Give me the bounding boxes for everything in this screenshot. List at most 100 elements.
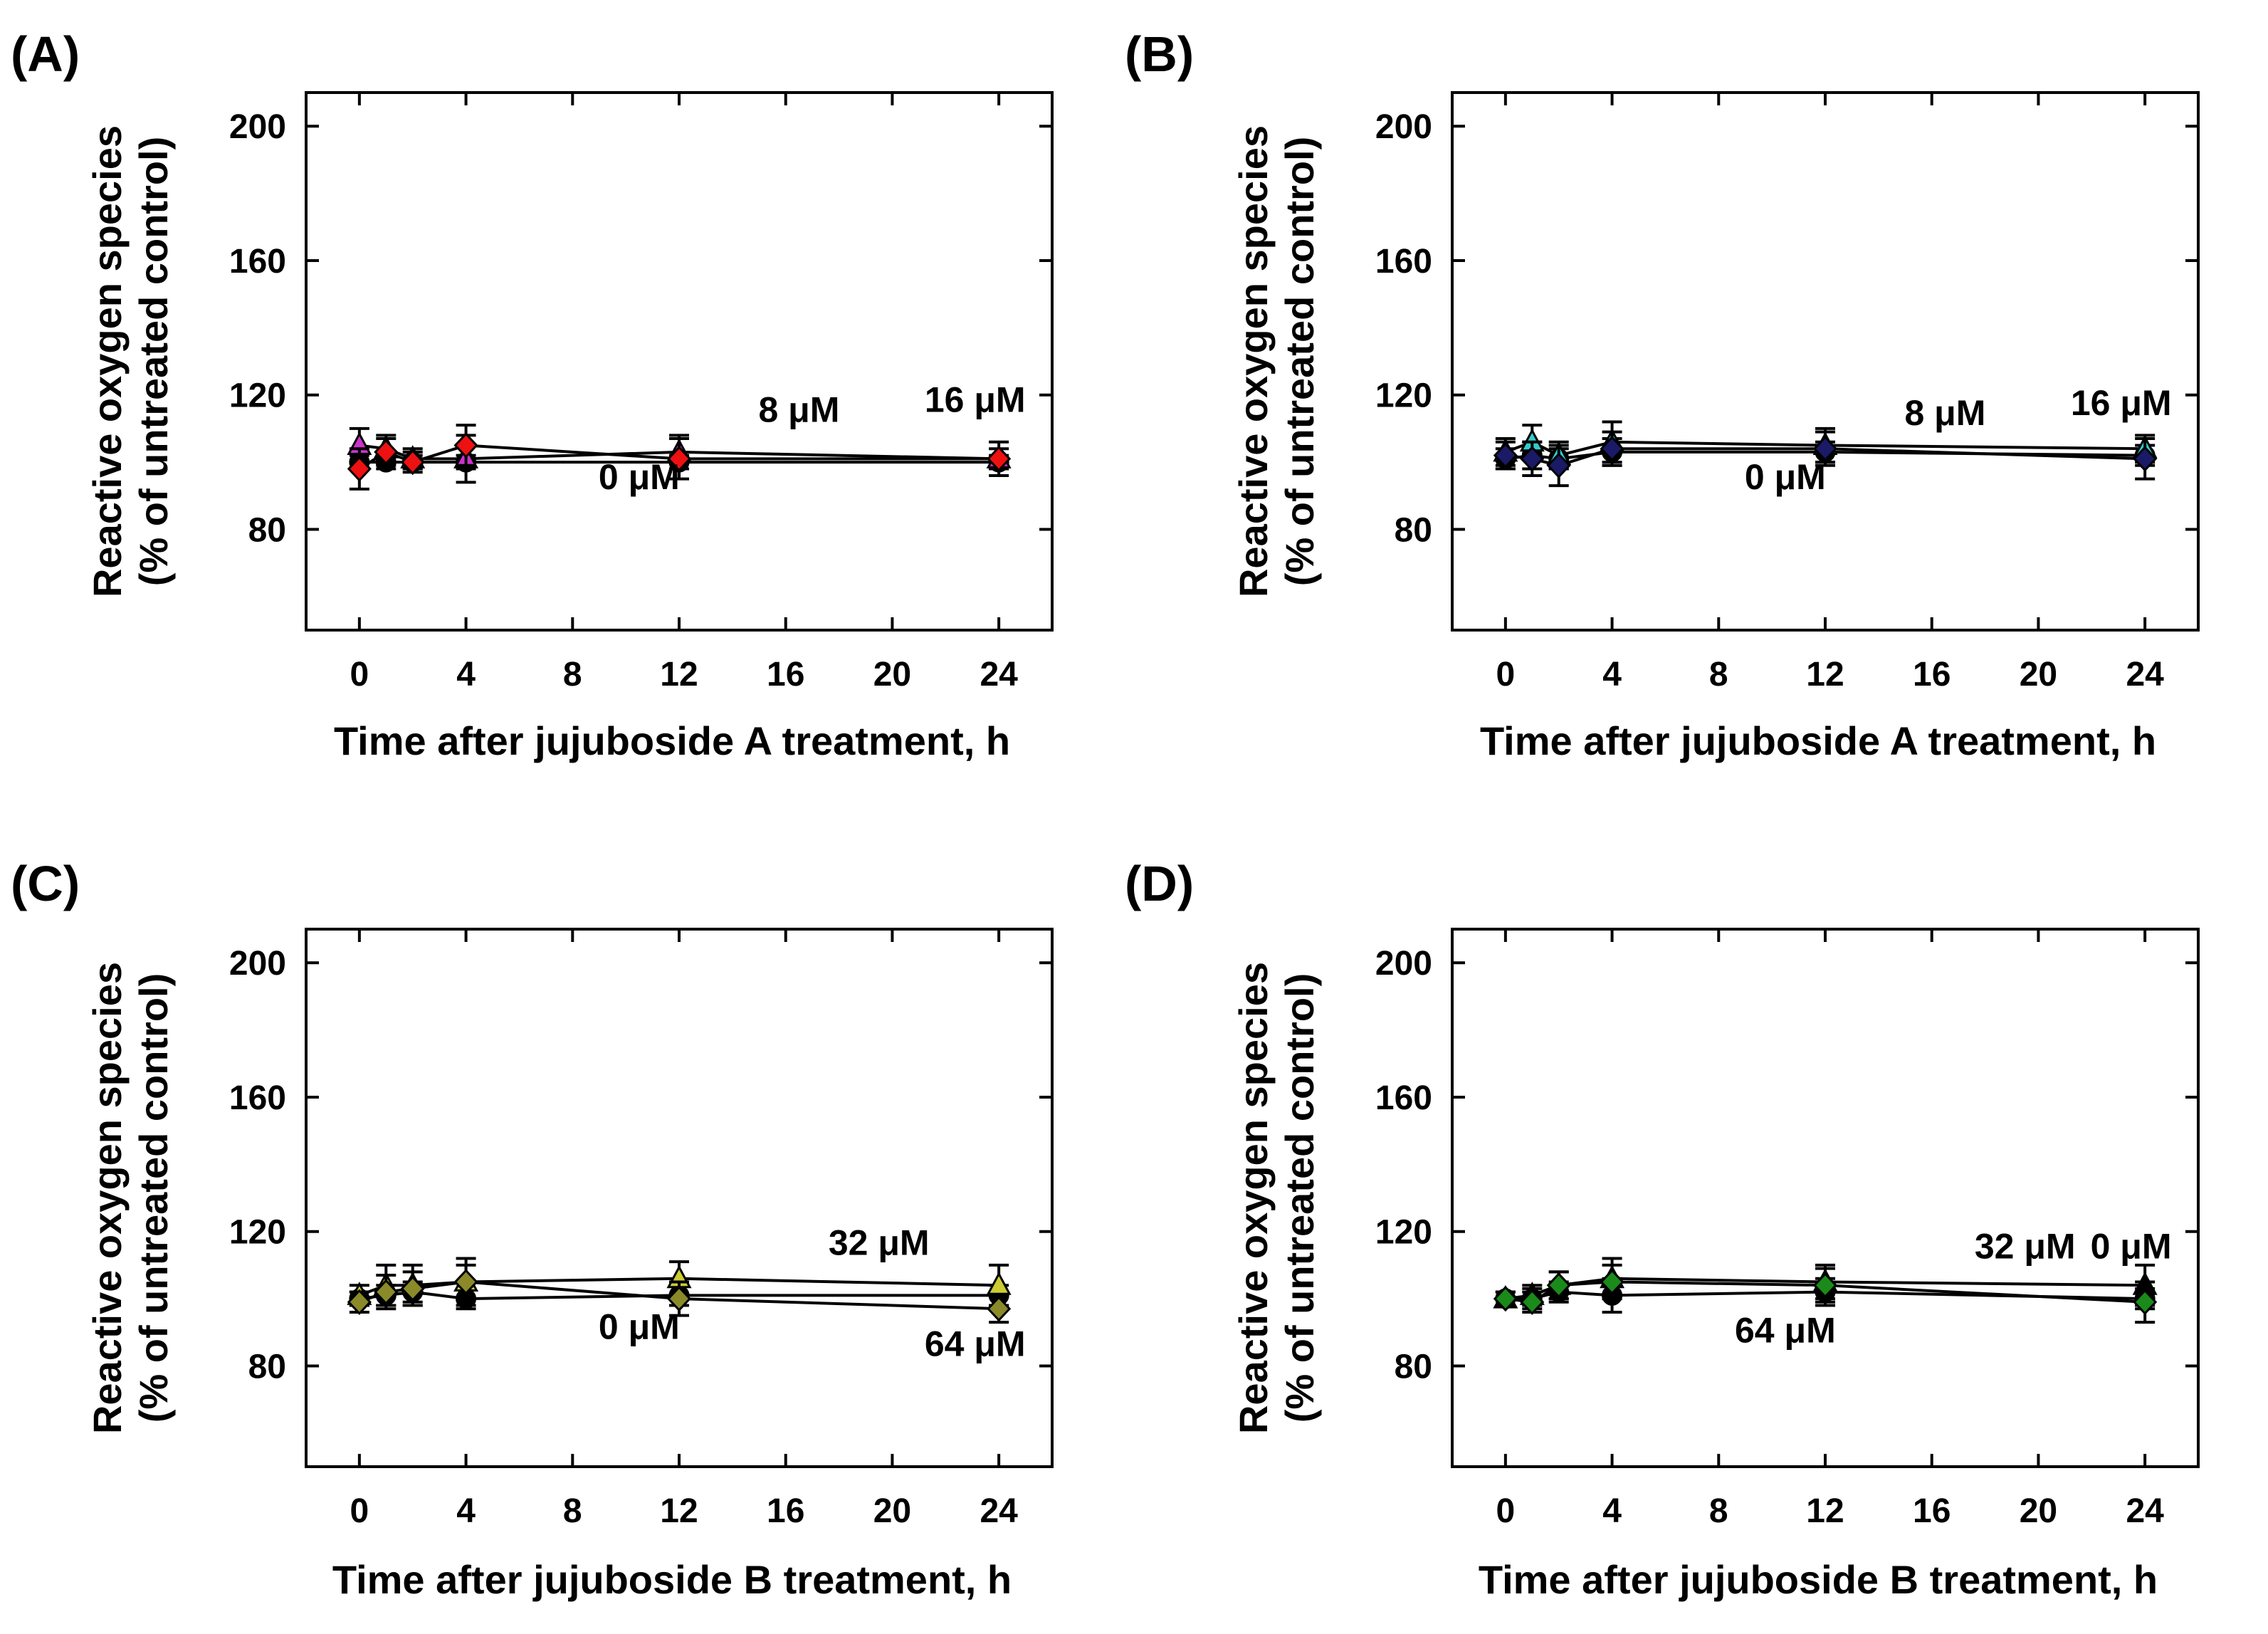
series-annotation: 0 μM	[599, 457, 680, 497]
data-point	[347, 456, 372, 482]
y-tick-label: 160	[229, 243, 286, 281]
x-tick-label: 8	[563, 1492, 582, 1530]
chart-panel-c: (C) 80 120 160 200 0 4 8 12 16 20 24 Time after juju…	[11, 856, 1054, 1602]
data-point	[1520, 446, 1545, 472]
data-point	[453, 1269, 478, 1295]
x-tick-label: 4	[1602, 656, 1622, 693]
data-point	[1812, 1272, 1838, 1299]
x-axis-label: Time after jujuboside A treatment, h	[1480, 718, 2156, 763]
x-tick-label: 12	[660, 656, 698, 693]
series-annotation: 0 μM	[2091, 1226, 2172, 1266]
x-tick-label: 16	[767, 1492, 804, 1530]
series-annotation: 8 μM	[1904, 393, 1985, 433]
chart-panel-b: (B) 80 120 160 200 0 4 8 12 16 20 24 Time after juju…	[1125, 26, 2200, 763]
y-tick-label: 120	[229, 1214, 286, 1252]
y-tick-label: 80	[1395, 511, 1432, 549]
plot-frame	[1451, 91, 2200, 632]
panel-label: (B)	[1125, 26, 1194, 82]
x-tick-label: 0	[350, 656, 369, 693]
series-2	[347, 1263, 1012, 1324]
x-tick-label: 24	[980, 656, 1018, 693]
series-annotation: 64 μM	[1735, 1310, 1836, 1350]
y-tick-label: 200	[229, 108, 286, 146]
y-tick-label: 200	[1375, 945, 1432, 983]
series-annotation: 0 μM	[1745, 457, 1826, 497]
data-point	[400, 449, 425, 476]
x-axis-label: Time after jujuboside B treatment, h	[1479, 1557, 2158, 1602]
data-point	[2133, 446, 2158, 472]
data-point	[1546, 1272, 1571, 1299]
data-point	[2133, 1289, 2158, 1315]
y-tick-label: 80	[248, 511, 286, 549]
chart-panel-d: (D) 80 120 160 200 0 4 8 12 16 20 24 Time after juju…	[1125, 856, 2200, 1602]
x-tick-label: 12	[1806, 1492, 1844, 1530]
y-axis-label: Reactive oxygen species	[85, 125, 130, 597]
x-tick-label: 8	[1709, 656, 1728, 693]
x-tick-label: 0	[1496, 1492, 1516, 1530]
series-annotation: 32 μM	[1975, 1226, 2076, 1266]
series-2	[1493, 430, 2158, 488]
y-tick-label: 120	[1375, 1214, 1432, 1252]
data-point	[987, 1296, 1012, 1322]
series-annotation: 8 μM	[758, 389, 839, 429]
x-tick-label: 16	[767, 656, 804, 693]
x-tick-label: 12	[1806, 656, 1844, 693]
x-tick-label: 4	[456, 1492, 476, 1530]
x-tick-label: 0	[350, 1492, 369, 1530]
x-tick-label: 0	[1496, 656, 1516, 693]
series-annotation: 64 μM	[925, 1324, 1026, 1363]
series-annotation: 16 μM	[925, 379, 1026, 419]
x-tick-label: 4	[456, 656, 476, 693]
series-annotation: 16 μM	[2071, 383, 2172, 423]
series-2	[1493, 1263, 2158, 1324]
series-annotation: 32 μM	[829, 1223, 930, 1263]
x-tick-label: 16	[1913, 1492, 1951, 1530]
x-tick-label: 16	[1913, 656, 1951, 693]
x-tick-label: 8	[563, 656, 582, 693]
y-axis-label: Reactive oxygen species	[85, 962, 130, 1434]
data-point	[1600, 1269, 1624, 1295]
y-tick-label: 120	[229, 377, 286, 415]
data-point	[453, 432, 478, 459]
data-point	[1493, 1285, 1518, 1312]
y-axis-label: (% of untreated control)	[131, 137, 176, 587]
x-axis-label: Time after jujuboside B treatment, h	[332, 1557, 1012, 1602]
series-2	[347, 424, 1012, 491]
plot-frame	[1451, 928, 2200, 1468]
y-axis-label: (% of untreated control)	[1277, 973, 1322, 1423]
y-axis-label: Reactive oxygen species	[1231, 962, 1276, 1434]
x-tick-label: 24	[2126, 1492, 2164, 1530]
data-point	[1600, 435, 1624, 462]
x-tick-label: 20	[873, 656, 911, 693]
x-tick-label: 24	[2126, 656, 2164, 693]
data-point	[666, 446, 692, 472]
data-point	[1520, 1289, 1545, 1315]
y-axis-label: Reactive oxygen species	[1231, 125, 1276, 597]
y-tick-label: 200	[229, 945, 286, 983]
x-tick-label: 24	[980, 1492, 1018, 1530]
data-point	[666, 1285, 692, 1312]
data-point	[374, 1279, 399, 1305]
data-point	[374, 439, 399, 466]
data-point	[1546, 452, 1571, 478]
data-point	[1812, 435, 1838, 462]
data-point	[400, 1275, 425, 1302]
data-point	[987, 446, 1012, 472]
x-tick-label: 12	[660, 1492, 698, 1530]
y-tick-label: 160	[1375, 243, 1432, 281]
x-tick-label: 8	[1709, 1492, 1728, 1530]
y-tick-label: 160	[229, 1079, 286, 1117]
y-tick-label: 80	[248, 1348, 286, 1386]
y-axis-label: (% of untreated control)	[1277, 137, 1322, 587]
x-tick-label: 20	[2020, 656, 2057, 693]
x-tick-label: 4	[1602, 1492, 1622, 1530]
x-tick-label: 20	[873, 1492, 911, 1530]
x-axis-label: Time after jujuboside A treatment, h	[334, 718, 1010, 763]
data-point	[986, 1272, 1012, 1295]
y-tick-label: 80	[1395, 1348, 1432, 1386]
y-axis-label: (% of untreated control)	[131, 973, 176, 1423]
plot-frame	[305, 928, 1054, 1468]
chart-panel-a: (A) 80 120 160 200 0 4 8 12 16 20 24 Time after juju…	[11, 26, 1054, 763]
x-tick-label: 20	[2020, 1492, 2057, 1530]
